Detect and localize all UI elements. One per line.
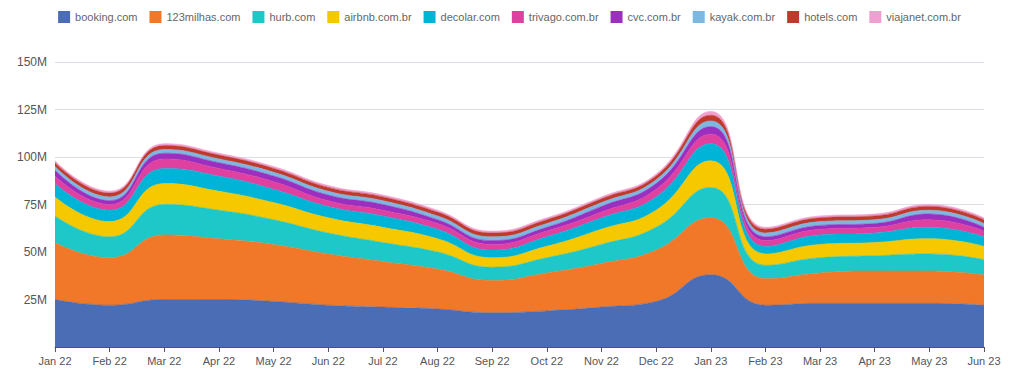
svg-text:Oct 22: Oct 22	[531, 355, 563, 367]
svg-text:150M: 150M	[17, 55, 47, 69]
svg-text:May 22: May 22	[256, 355, 292, 367]
svg-text:hotels.com: hotels.com	[804, 11, 857, 23]
svg-text:kayak.com.br: kayak.com.br	[710, 11, 776, 23]
svg-text:Feb 22: Feb 22	[93, 355, 127, 367]
svg-text:trivago.com.br: trivago.com.br	[529, 11, 599, 23]
svg-text:Sep 22: Sep 22	[475, 355, 510, 367]
svg-text:airbnb.com.br: airbnb.com.br	[344, 11, 412, 23]
svg-text:125M: 125M	[17, 103, 47, 117]
svg-text:Aug 22: Aug 22	[420, 355, 455, 367]
svg-text:Jul 22: Jul 22	[368, 355, 397, 367]
svg-text:May 23: May 23	[911, 355, 947, 367]
svg-text:Dec 22: Dec 22	[639, 355, 674, 367]
svg-text:Jun 23: Jun 23	[967, 355, 1000, 367]
svg-text:Apr 22: Apr 22	[203, 355, 235, 367]
svg-text:cvc.com.br: cvc.com.br	[628, 11, 682, 23]
svg-text:Mar 22: Mar 22	[147, 355, 181, 367]
svg-text:50M: 50M	[24, 245, 47, 259]
svg-text:25M: 25M	[24, 293, 47, 307]
svg-text:Apr 23: Apr 23	[858, 355, 890, 367]
svg-text:Jan 23: Jan 23	[694, 355, 727, 367]
svg-text:100M: 100M	[17, 150, 47, 164]
svg-text:Nov 22: Nov 22	[584, 355, 619, 367]
svg-text:123milhas.com: 123milhas.com	[166, 11, 240, 23]
svg-text:Mar 23: Mar 23	[803, 355, 837, 367]
svg-text:Jan 22: Jan 22	[38, 355, 71, 367]
svg-text:viajanet.com.br: viajanet.com.br	[886, 11, 961, 23]
svg-text:Jun 22: Jun 22	[312, 355, 345, 367]
svg-text:decolar.com: decolar.com	[441, 11, 500, 23]
svg-text:hurb.com: hurb.com	[269, 11, 315, 23]
svg-text:Feb 23: Feb 23	[748, 355, 782, 367]
svg-text:75M: 75M	[24, 198, 47, 212]
svg-text:booking.com: booking.com	[75, 11, 137, 23]
